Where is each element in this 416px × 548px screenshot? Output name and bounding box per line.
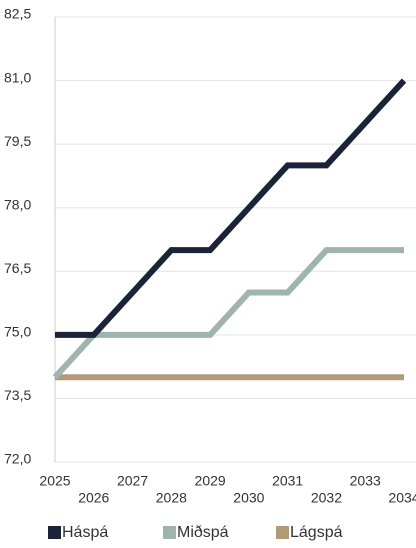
- y-tick-label: 81,0: [4, 69, 31, 85]
- x-tick-label: 2030: [233, 490, 264, 506]
- y-tick-label: 72,0: [4, 451, 31, 467]
- legend-label: Lágspá: [290, 524, 343, 541]
- y-tick-label: 75,0: [4, 324, 31, 340]
- x-tick-label: 2029: [195, 473, 226, 489]
- y-tick-label: 79,5: [4, 133, 31, 149]
- legend-swatch: [163, 526, 176, 539]
- x-tick-label: 2027: [117, 473, 148, 489]
- legend-swatch: [48, 526, 61, 539]
- legend-label: Háspá: [62, 524, 108, 541]
- y-tick-label: 76,5: [4, 260, 31, 276]
- x-tick-label: 2025: [39, 473, 70, 489]
- legend-label: Miðspá: [177, 524, 229, 541]
- line: [55, 78, 407, 338]
- legend-swatch: [276, 526, 289, 539]
- y-tick-label: 73,5: [4, 387, 31, 403]
- x-tick-label: 2028: [156, 490, 187, 506]
- x-tick-label: 2034: [388, 490, 416, 506]
- x-tick-label: 2031: [272, 473, 303, 489]
- x-tick-label: 2033: [350, 473, 381, 489]
- x-tick-label: 2032: [311, 490, 342, 506]
- x-tick-label: 2026: [78, 490, 109, 506]
- y-tick-label: 82,5: [4, 6, 31, 22]
- line: [52, 247, 404, 380]
- y-tick-label: 78,0: [4, 196, 31, 212]
